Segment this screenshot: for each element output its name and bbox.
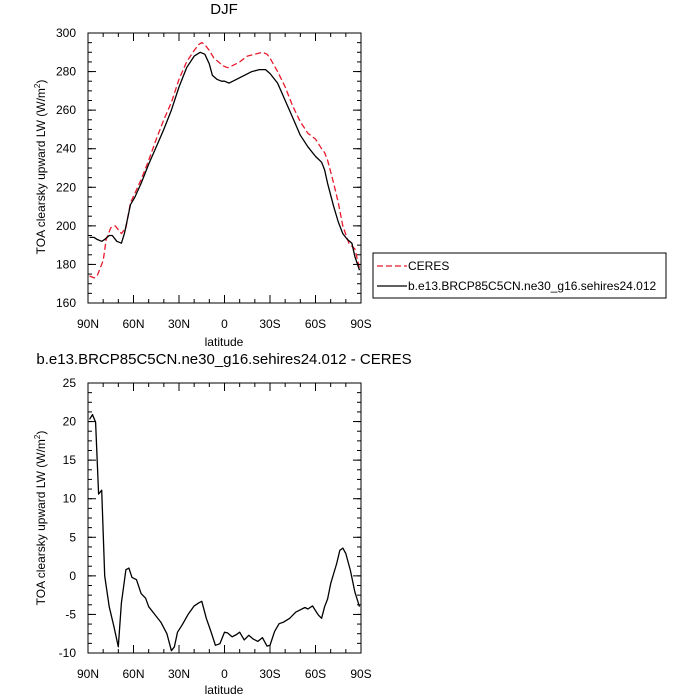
top-y-tick-label: 160 — [56, 296, 76, 310]
top-x-tick-label: 60S — [305, 317, 326, 331]
bottom-x-tick-label: 90N — [77, 667, 99, 681]
bottom-x-tick-label: 0 — [221, 667, 228, 681]
bottom-x-tick-label: 60S — [305, 667, 326, 681]
top-plot-frame — [87, 32, 362, 304]
top-chart-title: DJF — [210, 1, 238, 18]
top-x-tick-label: 30S — [259, 317, 280, 331]
top-y-tick-label: 180 — [56, 257, 76, 271]
top-x-tick-label: 0 — [221, 317, 228, 331]
bottom-x-tick-label: 90S — [350, 667, 371, 681]
legend-box — [372, 252, 667, 299]
top-chart-y-axis-label-main: TOA clearsky upward LW (W/m — [34, 88, 48, 254]
bottom-y-tick-label: 25 — [63, 376, 77, 390]
bottom-chart-y-axis-label-sup: 2 — [33, 434, 42, 439]
bottom-chart-y-axis-label-tail: ) — [34, 431, 48, 435]
bottom-chart-x-axis-label: latitude — [205, 683, 244, 697]
top-chart-marks: 90N 60N 30N 0 30S 60S 90S 160 180 200 220 240 260 280… — [56, 26, 372, 331]
top-x-tick-label: 90S — [350, 317, 371, 331]
top-y-tick-label: 220 — [56, 180, 76, 194]
top-series-line-1 — [89, 51, 361, 271]
bottom-chart: b.e13.BRCP85C5CN.ne30_g16.sehires24.012 … — [33, 351, 412, 697]
bottom-y-tick-label: 20 — [63, 415, 77, 429]
bottom-x-tick-label: 30S — [259, 667, 280, 681]
bottom-x-tick-label: 60N — [122, 667, 144, 681]
bottom-chart-title: b.e13.BRCP85C5CN.ne30_g16.sehires24.012 … — [36, 351, 411, 368]
legend-label-ceres: CERES — [408, 259, 449, 273]
legend-label-model: b.e13.BRCP85C5CN.ne30_g16.sehires24.012 — [408, 279, 656, 293]
bottom-x-tick-label: 30N — [168, 667, 190, 681]
bottom-series-line-0 — [88, 413, 361, 652]
bottom-plot-frame — [87, 382, 362, 654]
bottom-y-tick-label: 15 — [63, 453, 77, 467]
bottom-y-tick-label: -10 — [59, 646, 77, 660]
top-x-tick-label: 90N — [77, 317, 99, 331]
top-y-tick-label: 300 — [56, 26, 76, 40]
top-chart-y-axis-label-tail: ) — [34, 80, 48, 84]
bottom-y-tick-label: 0 — [69, 569, 76, 583]
top-y-tick-label: 240 — [56, 142, 76, 156]
bottom-y-tick-label: 10 — [63, 492, 77, 506]
top-y-tick-label: 200 — [56, 219, 76, 233]
top-chart-x-axis-label: latitude — [205, 335, 244, 349]
top-chart-y-axis-label: TOA clearsky upward LW (W/m2) — [33, 80, 48, 255]
bottom-chart-y-axis-label: TOA clearsky upward LW (W/m2) — [33, 431, 48, 606]
bottom-chart-marks: 90N 60N 30N 0 30S 60S 90S -10 -5 0 5 10 15 20 25 — [59, 376, 372, 681]
top-chart-y-axis-label-sup: 2 — [33, 83, 42, 88]
bottom-y-tick-label: 5 — [69, 530, 76, 544]
top-x-tick-label: 60N — [122, 317, 144, 331]
top-x-tick-label: 30N — [168, 317, 190, 331]
top-y-tick-label: 280 — [56, 65, 76, 79]
top-chart: DJF 90N 60N 30N 0 30S 60S 90S 160 180 200 220 240 26… — [33, 1, 667, 349]
bottom-chart-y-axis-label-main: TOA clearsky upward LW (W/m — [34, 439, 48, 605]
top-y-tick-label: 260 — [56, 103, 76, 117]
top-chart-legend: CERES b.e13.BRCP85C5CN.ne30_g16.sehires2… — [372, 252, 667, 299]
bottom-y-tick-label: -5 — [65, 607, 76, 621]
